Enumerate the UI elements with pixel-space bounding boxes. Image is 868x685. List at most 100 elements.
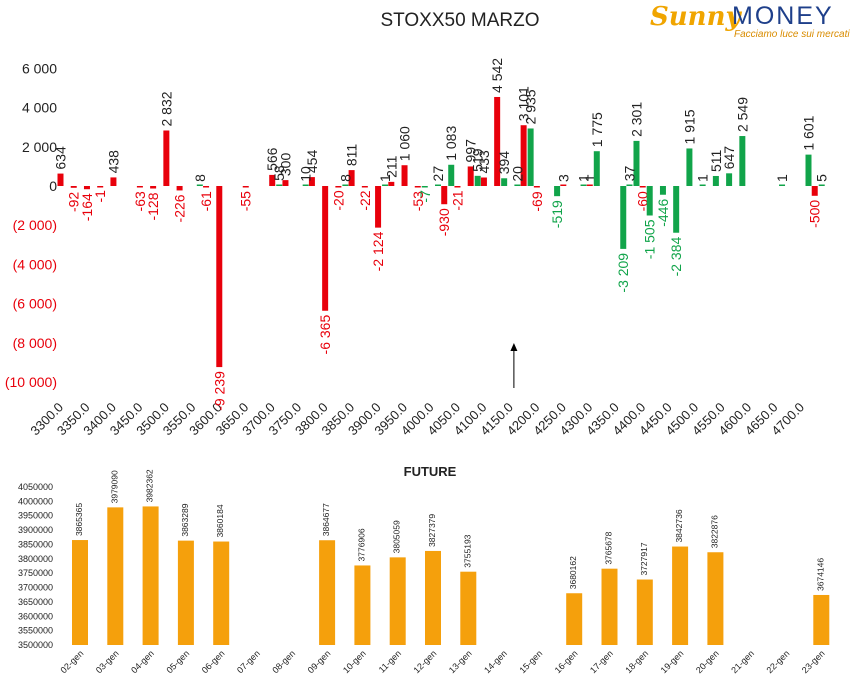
bar bbox=[494, 96, 501, 186]
bar bbox=[811, 186, 818, 196]
brand-name-sunny: Sunny bbox=[650, 2, 741, 32]
y-tick-label: (8 000) bbox=[13, 335, 57, 351]
bar bbox=[414, 186, 421, 188]
data-label: 5 bbox=[814, 174, 830, 182]
future-chart-title: FUTURE bbox=[403, 464, 457, 479]
x-tick-label: 18-gen bbox=[623, 648, 650, 675]
y-tick-label: (6 000) bbox=[13, 296, 57, 312]
bar bbox=[805, 154, 812, 186]
bar bbox=[342, 184, 349, 186]
y-tick-label: 4000000 bbox=[18, 496, 53, 506]
data-label: 2 935 bbox=[523, 89, 539, 124]
bar bbox=[673, 186, 680, 233]
data-label: 8 bbox=[192, 174, 208, 182]
data-label: -2 384 bbox=[668, 237, 684, 277]
bar bbox=[593, 151, 600, 186]
x-tick-label: 10-gen bbox=[341, 648, 368, 675]
data-label: -226 bbox=[172, 194, 188, 222]
bar bbox=[474, 175, 481, 186]
data-label: 1 bbox=[695, 174, 711, 182]
data-label: 3865365 bbox=[74, 503, 84, 536]
data-label: -128 bbox=[145, 192, 161, 220]
data-label: -930 bbox=[436, 208, 452, 236]
y-tick-label: 3700000 bbox=[18, 583, 53, 593]
data-label: 647 bbox=[721, 146, 737, 170]
data-label: 3864677 bbox=[321, 503, 331, 536]
data-label: -61 bbox=[198, 191, 214, 211]
data-label: 1 775 bbox=[589, 112, 605, 147]
data-label: 300 bbox=[277, 153, 293, 177]
data-label: 3805059 bbox=[392, 520, 402, 553]
data-label: 3 bbox=[555, 174, 571, 182]
x-tick-label: 09-gen bbox=[306, 648, 333, 675]
bar bbox=[818, 184, 825, 186]
data-label: 519 bbox=[470, 148, 486, 172]
future-bar bbox=[707, 552, 724, 645]
y-tick-label: 3900000 bbox=[18, 525, 53, 535]
future-bar bbox=[213, 541, 230, 645]
data-label: 2 301 bbox=[628, 102, 644, 137]
bar bbox=[302, 184, 309, 186]
data-label: 566 bbox=[264, 147, 280, 171]
bar bbox=[480, 177, 487, 186]
bar bbox=[712, 175, 719, 186]
bar bbox=[659, 186, 666, 195]
y-tick-label: 3950000 bbox=[18, 511, 53, 521]
bar bbox=[361, 186, 368, 188]
x-tick-label: 20-gen bbox=[694, 648, 721, 675]
bar bbox=[467, 166, 474, 186]
data-label: 3863289 bbox=[180, 503, 190, 536]
x-tick-label: 12-gen bbox=[412, 648, 439, 675]
bar bbox=[527, 128, 534, 186]
y-tick-label: 3600000 bbox=[18, 611, 53, 621]
data-label: -55 bbox=[238, 191, 254, 211]
x-tick-label: 02-gen bbox=[59, 648, 86, 675]
data-label: -1 bbox=[92, 190, 108, 203]
data-label: 3755193 bbox=[462, 534, 472, 567]
bar bbox=[97, 186, 104, 188]
data-label: 438 bbox=[105, 150, 121, 174]
data-label: 58 bbox=[271, 165, 287, 181]
future-bar bbox=[672, 546, 689, 645]
data-label: -6 365 bbox=[317, 315, 333, 355]
data-label: -21 bbox=[449, 190, 465, 210]
bar bbox=[348, 170, 355, 186]
data-label: -53 bbox=[410, 191, 426, 211]
y-tick-label: (4 000) bbox=[13, 256, 57, 272]
bar bbox=[282, 180, 289, 186]
future-bar bbox=[601, 568, 618, 645]
data-label: 3727917 bbox=[639, 542, 649, 575]
data-label: 3827379 bbox=[427, 514, 437, 547]
x-tick-label: 19-gen bbox=[659, 648, 686, 675]
data-label: -519 bbox=[549, 200, 565, 228]
data-label: 3822876 bbox=[709, 515, 719, 548]
bar bbox=[150, 186, 157, 189]
x-tick-label: 17-gen bbox=[588, 648, 615, 675]
future-bar bbox=[389, 557, 406, 645]
x-tick-label: 23-gen bbox=[800, 648, 827, 675]
bar bbox=[110, 177, 117, 186]
bar bbox=[276, 184, 283, 186]
bar bbox=[401, 165, 408, 186]
chart-title: STOXX50 MARZO bbox=[380, 10, 540, 31]
x-tick-label: 11-gen bbox=[377, 648, 403, 674]
future-bar bbox=[813, 594, 830, 645]
data-label: 37 bbox=[621, 165, 637, 181]
x-tick-label: 04-gen bbox=[129, 648, 156, 675]
data-label: 1 bbox=[576, 174, 592, 182]
bar bbox=[441, 186, 448, 205]
data-label: -92 bbox=[66, 192, 82, 212]
bar bbox=[322, 186, 329, 311]
bar bbox=[501, 178, 508, 186]
data-label: 3 101 bbox=[516, 86, 532, 121]
y-tick-label: 6 000 bbox=[22, 60, 57, 76]
data-label: 1 083 bbox=[443, 126, 459, 161]
x-tick-label: 22-gen bbox=[765, 648, 792, 675]
bar bbox=[533, 186, 540, 188]
bar bbox=[203, 186, 210, 188]
future-bar bbox=[72, 540, 88, 645]
bar bbox=[580, 184, 587, 186]
future-bar bbox=[319, 540, 336, 645]
bar bbox=[375, 186, 382, 228]
data-label: 10 bbox=[298, 166, 314, 182]
